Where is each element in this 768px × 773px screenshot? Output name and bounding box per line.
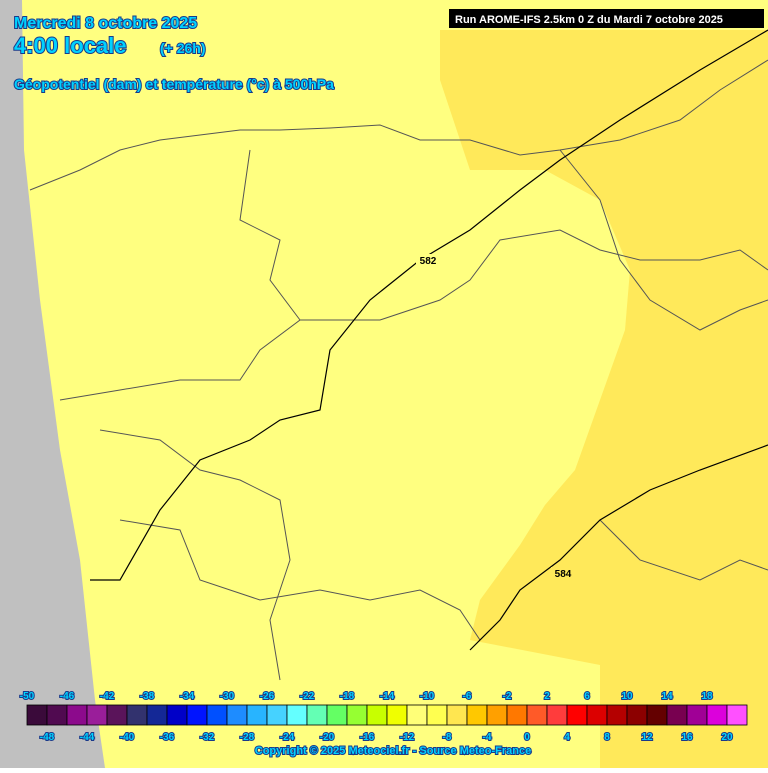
colorbar-label: 16 [681, 732, 693, 743]
colorbar-label: -10 [420, 691, 435, 702]
colorbar-box [346, 704, 368, 726]
colorbar-box [466, 704, 488, 726]
colorbar-label: -20 [320, 732, 335, 743]
colorbar-label: -44 [80, 732, 95, 743]
colorbar-box [406, 704, 428, 726]
colorbar-box [546, 704, 568, 726]
colorbar-box [166, 704, 188, 726]
colorbar-box [386, 704, 408, 726]
colorbar-label: -34 [180, 691, 195, 702]
colorbar-box [506, 704, 528, 726]
sea [0, 0, 105, 768]
colorbar-label: -8 [443, 732, 452, 743]
colorbar-box [586, 704, 608, 726]
colorbar-box [486, 704, 508, 726]
colorbar: -50-48-46-44-42-40-38-36-34-32-30-28-26-… [19, 690, 748, 744]
colorbar-label: -46 [60, 691, 75, 702]
parameter: Géopotentiel (dam) et température (°c) à… [14, 76, 334, 92]
run-info: Run AROME-IFS 2.5km 0 Z du Mardi 7 octob… [455, 14, 723, 26]
colorbar-label: -12 [400, 732, 415, 743]
colorbar-box [366, 704, 388, 726]
borders [29, 59, 768, 681]
colorbar-label: -42 [100, 691, 115, 702]
colorbar-label: -22 [300, 691, 315, 702]
run-info-bg [449, 9, 764, 28]
colorbar-box [526, 704, 548, 726]
colorbar-box [326, 704, 348, 726]
warm-area [440, 30, 768, 768]
colorbar-box [606, 704, 628, 726]
colorbar-box [686, 704, 708, 726]
colorbar-label: 0 [524, 732, 530, 743]
colorbar-label: -36 [160, 732, 175, 743]
colorbar-label: 2 [544, 691, 550, 702]
colorbar-box [706, 704, 728, 726]
colorbar-box [206, 704, 228, 726]
contour-582 [90, 29, 768, 581]
colorbar-label: -16 [360, 732, 375, 743]
colorbar-box [246, 704, 268, 726]
colorbar-box [566, 704, 588, 726]
colorbar-label: 8 [604, 732, 610, 743]
colorbar-box [666, 704, 688, 726]
colorbar-label: -24 [280, 732, 295, 743]
colorbar-label: -40 [120, 732, 135, 743]
colorbar-box [146, 704, 168, 726]
colorbar-box [186, 704, 208, 726]
copyright: Copyright © 2025 Meteociel.fr - Source M… [255, 745, 531, 757]
colorbar-label: 20 [721, 732, 733, 743]
colorbar-label: 14 [661, 691, 673, 702]
contour-label: 582 [420, 256, 437, 267]
colorbar-label: -48 [40, 732, 55, 743]
colorbar-label: -28 [240, 732, 255, 743]
colorbar-box [66, 704, 88, 726]
colorbar-label: -50 [20, 691, 35, 702]
colorbar-box [726, 704, 748, 726]
colorbar-box [446, 704, 468, 726]
colorbar-box [106, 704, 128, 726]
colorbar-label: 18 [701, 691, 713, 702]
colorbar-label: -4 [483, 732, 492, 743]
colorbar-label: 4 [564, 732, 570, 743]
colorbar-label: 10 [621, 691, 633, 702]
colorbar-box [226, 704, 248, 726]
colorbar-label: -38 [140, 691, 155, 702]
colorbar-label: -6 [463, 691, 472, 702]
colorbar-label: -32 [200, 732, 215, 743]
contour-label: 584 [555, 569, 572, 580]
colorbar-label: -14 [380, 691, 395, 702]
colorbar-box [46, 704, 68, 726]
colorbar-label: 6 [584, 691, 590, 702]
colorbar-box [426, 704, 448, 726]
colorbar-label: -30 [220, 691, 235, 702]
colorbar-box [306, 704, 328, 726]
contour-584 [469, 444, 768, 651]
colorbar-box [266, 704, 288, 726]
colorbar-box [286, 704, 308, 726]
colorbar-box [86, 704, 108, 726]
colorbar-box [26, 704, 48, 726]
colorbar-box [126, 704, 148, 726]
colorbar-label: -26 [260, 691, 275, 702]
contour-label-bg [551, 567, 575, 580]
colorbar-label: 12 [641, 732, 653, 743]
time: 4:00 locale [14, 33, 127, 58]
lead-time: (+ 26h) [160, 40, 206, 56]
colorbar-box [646, 704, 668, 726]
colorbar-label: -18 [340, 691, 355, 702]
date: Mercredi 8 octobre 2025 [14, 15, 197, 32]
colorbar-box [626, 704, 648, 726]
contour-label-bg [416, 254, 440, 267]
colorbar-label: -2 [503, 691, 512, 702]
